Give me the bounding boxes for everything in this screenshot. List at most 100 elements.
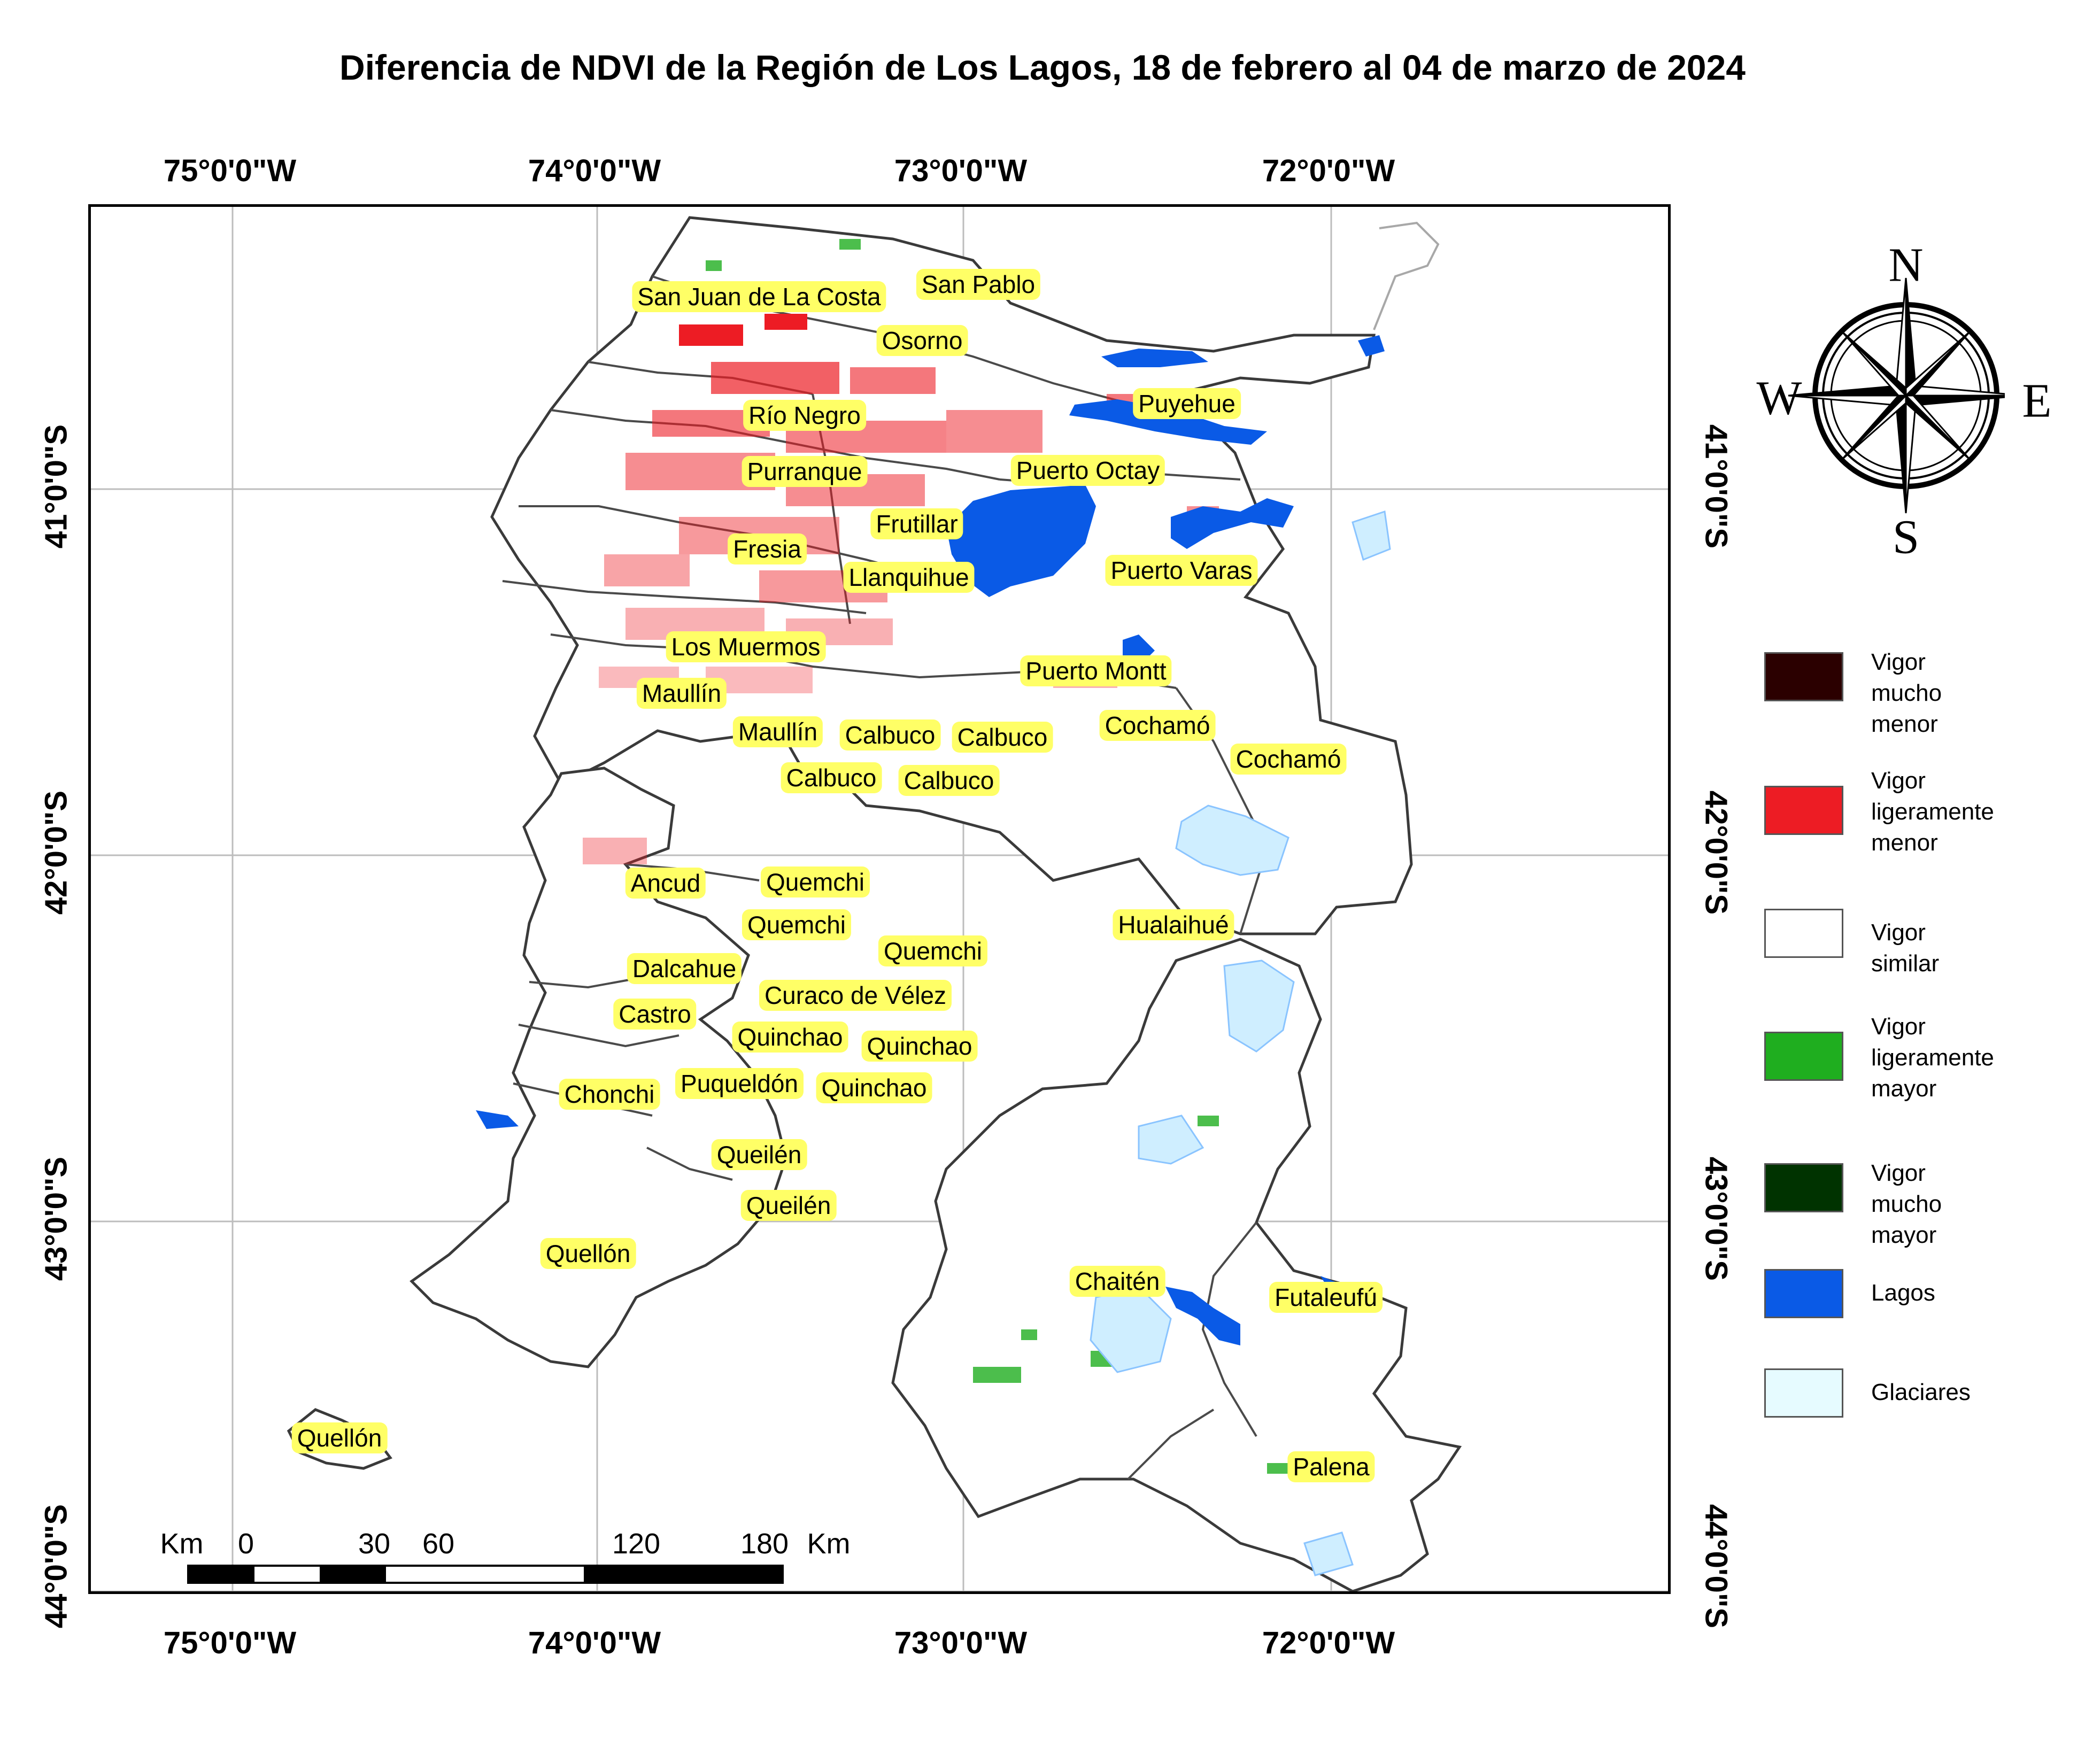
- place-label: Chonchi: [559, 1079, 660, 1110]
- place-label: Cochamó: [1230, 744, 1347, 775]
- place-label: San Juan de La Costa: [632, 281, 886, 312]
- lakes: [476, 335, 1385, 1345]
- place-label: Quinchao: [861, 1031, 978, 1062]
- compass-west: W: [1756, 372, 1802, 425]
- lake-cucao: [476, 1110, 519, 1129]
- place-label: Calbuco: [952, 722, 1053, 753]
- legend-label: Glaciares: [1871, 1379, 1971, 1405]
- scale-tick-180: 180: [740, 1528, 789, 1560]
- lake-yelcho: [1165, 1287, 1240, 1345]
- lat-label-left-44: 44°0'0"S: [38, 1504, 74, 1629]
- map-canvas: [91, 207, 1668, 1591]
- lon-label-bottom-73: 73°0'0"W: [894, 1626, 1028, 1660]
- lat-label-right-44: 44°0'0"S: [1698, 1504, 1734, 1629]
- scale-bar-graphic: [187, 1565, 784, 1584]
- legend-label: Vigor similar: [1871, 919, 1940, 977]
- scale-tick-120: 120: [612, 1528, 661, 1560]
- place-label: Chaitén: [1069, 1266, 1165, 1297]
- place-label: Quellón: [540, 1238, 636, 1269]
- place-label: Calbuco: [781, 762, 882, 793]
- legend-swatch: [1764, 1269, 1843, 1318]
- legend-swatch: [1764, 909, 1843, 958]
- legend-swatch: [1764, 1032, 1843, 1081]
- map-title: Diferencia de NDVI de la Región de Los L…: [339, 48, 1746, 87]
- lat-label-left-43: 43°0'0"S: [38, 1156, 74, 1281]
- place-label: Puyehue: [1133, 388, 1241, 419]
- place-label: Puerto Octay: [1010, 455, 1165, 486]
- legend-label: Vigor ligeramente mayor: [1871, 1013, 1994, 1102]
- place-label: Quemchi: [760, 866, 870, 898]
- legend-label: Vigor ligeramente menor: [1871, 768, 1994, 856]
- place-label: Palena: [1287, 1451, 1375, 1482]
- lat-label-right-43: 43°0'0"S: [1698, 1156, 1734, 1281]
- lake-rupanco: [1069, 399, 1267, 445]
- place-label: Fresia: [728, 533, 807, 564]
- map-frame[interactable]: San Juan de La Costa San Pablo Osorno Rí…: [88, 204, 1671, 1594]
- place-label: Puqueldón: [675, 1068, 804, 1099]
- lake-andino: [1358, 335, 1385, 357]
- place-label: Quinchao: [732, 1022, 848, 1053]
- scale-tick-30: 30: [358, 1528, 391, 1560]
- lake-llanquihue: [946, 485, 1096, 597]
- place-label: Maullín: [732, 716, 823, 747]
- glaciers: [1090, 510, 1391, 1576]
- lon-label-bottom-72: 72°0'0"W: [1262, 1626, 1395, 1660]
- lat-label-left-41: 41°0'0"S: [38, 424, 74, 549]
- lon-label-top-75: 75°0'0"W: [163, 153, 297, 188]
- legend-swatch: [1764, 786, 1843, 835]
- lake-puyehue: [1101, 349, 1208, 367]
- place-label: Purranque: [742, 456, 868, 487]
- scale-bar: Km 0 30 60 120 180 Km: [160, 1527, 851, 1586]
- place-label: Dalcahue: [627, 953, 742, 984]
- place-label: Quemchi: [742, 909, 852, 940]
- place-label: Puerto Montt: [1020, 655, 1172, 686]
- place-label: Quemchi: [878, 935, 988, 966]
- lon-label-top-73: 73°0'0"W: [894, 153, 1028, 188]
- place-label: Río Negro: [743, 400, 866, 431]
- place-label: Queilén: [711, 1139, 807, 1170]
- lon-label-top-72: 72°0'0"W: [1262, 153, 1395, 188]
- legend-label: Vigor mucho menor: [1871, 649, 1942, 737]
- region-mainland-south: [891, 938, 1462, 1591]
- scale-tick-60: 60: [422, 1528, 455, 1560]
- place-label: Ancud: [625, 868, 706, 899]
- place-label: Puerto Varas: [1105, 555, 1258, 586]
- place-label: Cochamó: [1099, 710, 1216, 741]
- place-label: Calbuco: [898, 765, 1000, 796]
- compass-north: N: [1888, 238, 1924, 292]
- lat-label-left-42: 42°0'0"S: [38, 790, 74, 915]
- compass-east: E: [2022, 374, 2052, 428]
- legend-swatch: [1764, 1368, 1843, 1418]
- legend-swatch: [1764, 652, 1843, 701]
- place-label: Maullín: [636, 678, 727, 709]
- scale-unit-left: Km: [160, 1528, 204, 1560]
- legend-swatch: [1764, 1163, 1843, 1212]
- lon-label-bottom-74: 74°0'0"W: [528, 1626, 661, 1660]
- scale-tick-0: 0: [237, 1528, 254, 1560]
- compass-south: S: [1892, 510, 1920, 564]
- lake-chapo: [1123, 635, 1155, 661]
- legend-label: Lagos: [1871, 1280, 1935, 1306]
- lon-label-bottom-75: 75°0'0"W: [163, 1626, 297, 1660]
- place-label: Frutillar: [870, 508, 963, 539]
- lake-todos-los-santos: [1171, 498, 1294, 549]
- compass-icon: [1788, 277, 2024, 514]
- place-label: Curaco de Vélez: [759, 980, 952, 1011]
- scale-unit-right: Km: [807, 1528, 851, 1560]
- place-label: Hualaihué: [1113, 909, 1234, 940]
- place-label: Queilén: [740, 1190, 837, 1221]
- ndvi-green-pixels: [706, 239, 1288, 1474]
- compass-rose: N S E W: [1756, 235, 2052, 567]
- lat-label-right-42: 42°0'0"S: [1698, 790, 1734, 915]
- place-label: Quellón: [291, 1422, 388, 1453]
- lon-label-top-74: 74°0'0"W: [528, 153, 661, 188]
- lat-label-right-41: 41°0'0"S: [1698, 424, 1734, 549]
- place-label: Castro: [613, 999, 697, 1030]
- place-label: Los Muermos: [666, 631, 826, 662]
- place-label: Quinchao: [816, 1072, 932, 1103]
- place-label: San Pablo: [916, 269, 1041, 300]
- legend-label: Vigor mucho mayor: [1871, 1160, 1942, 1248]
- place-label: Calbuco: [839, 719, 941, 751]
- region-chiloe: [410, 767, 787, 1368]
- place-label: Llanquihue: [843, 562, 975, 593]
